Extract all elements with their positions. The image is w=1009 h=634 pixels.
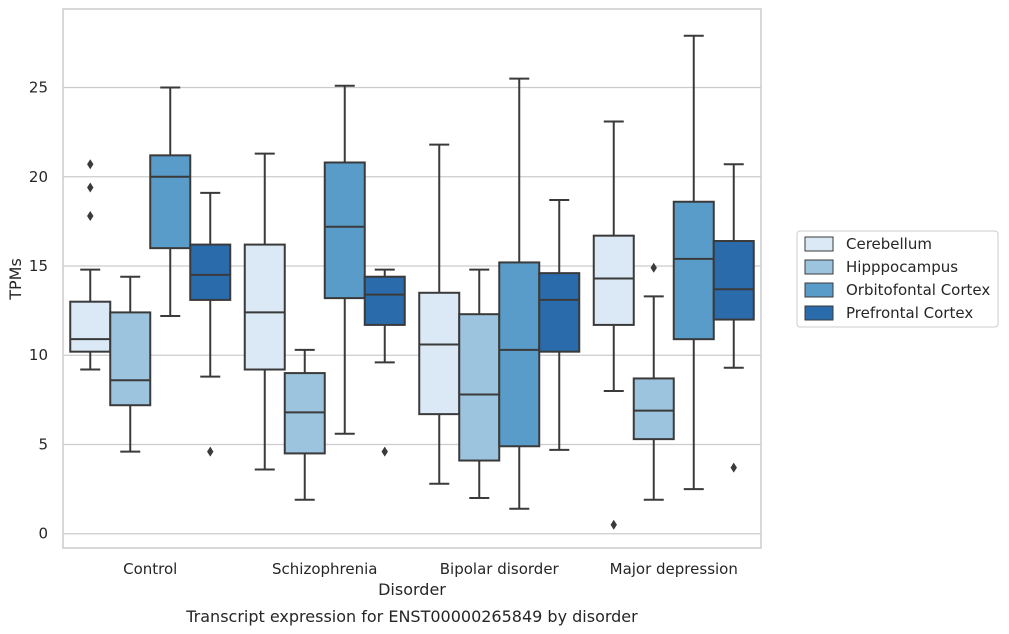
legend-label: Prefrontal Cortex: [846, 304, 973, 322]
box-orbitofontal-cortex: [498, 77, 541, 510]
legend: Cerebellum Hipppocampus Orbitofontal Corte…: [796, 230, 999, 328]
x-axis-label: Disorder: [378, 580, 446, 599]
box-orbitofontal-cortex: [323, 84, 366, 435]
box-hipppocampus: [283, 348, 326, 501]
chart-caption: Transcript expression for ENST0000026584…: [185, 607, 638, 626]
box-iqr: [672, 200, 715, 341]
box-hipppocampus: [109, 275, 152, 453]
legend-swatch: [804, 259, 834, 275]
box-iqr: [109, 311, 152, 407]
box-cerebellum: [592, 120, 635, 530]
box-prefrontal-cortex: [363, 268, 406, 457]
box-cerebellum: [418, 143, 461, 485]
box-hipppocampus: [632, 262, 675, 501]
y-tick-labels: 0 5 10 15 20 25: [29, 79, 48, 543]
y-tick-label: 15: [29, 257, 48, 275]
y-axis-label: TPMs: [6, 258, 25, 301]
outlier-point: [650, 262, 657, 273]
legend-label: Cerebellum: [846, 235, 932, 253]
box-cerebellum: [243, 152, 286, 471]
box-iqr: [592, 234, 635, 326]
box-prefrontal-cortex: [189, 191, 232, 457]
x-tick-label: Schizophrenia: [272, 560, 377, 578]
plot-frame: [62, 8, 762, 549]
box-orbitofontal-cortex: [149, 86, 192, 317]
box-iqr: [323, 161, 366, 300]
x-tick-label: Major depression: [610, 560, 738, 578]
legend-swatch: [804, 282, 834, 298]
box-iqr: [243, 243, 286, 371]
box-plot-marks: [69, 34, 755, 530]
y-tick-label: 5: [38, 435, 48, 453]
y-tick-label: 25: [29, 79, 48, 97]
outlier-point: [207, 446, 214, 457]
legend-label: Orbitofontal Cortex: [846, 281, 990, 299]
outlier-point: [87, 159, 94, 170]
y-tick-label: 0: [38, 525, 48, 543]
y-tick-label: 10: [29, 346, 48, 364]
box-iqr: [69, 300, 112, 353]
x-tick-label: Control: [123, 560, 177, 578]
legend-swatch: [804, 305, 834, 321]
box-iqr: [632, 377, 675, 441]
x-tick-label: Bipolar disorder: [440, 560, 560, 578]
box-orbitofontal-cortex: [672, 34, 715, 491]
box-iqr: [458, 313, 501, 462]
outlier-point: [730, 462, 737, 473]
box-prefrontal-cortex: [538, 198, 581, 451]
legend-label: Hipppocampus: [846, 258, 958, 276]
box-prefrontal-cortex: [712, 163, 755, 473]
box-iqr: [189, 243, 232, 301]
box-iqr: [418, 291, 461, 416]
box-hipppocampus: [458, 268, 501, 500]
outlier-point: [381, 446, 388, 457]
x-tick-labels: Control Schizophrenia Bipolar disorder Majo…: [123, 560, 738, 578]
box-iqr: [538, 272, 581, 353]
box-iqr: [498, 261, 541, 448]
legend-frame: [796, 230, 999, 328]
box-iqr: [363, 275, 406, 326]
outlier-point: [87, 182, 94, 193]
legend-swatch: [804, 236, 834, 252]
box-iqr: [712, 240, 755, 321]
box-iqr: [149, 154, 192, 250]
y-tick-label: 20: [29, 168, 48, 186]
outlier-point: [87, 211, 94, 222]
box-cerebellum: [69, 159, 112, 371]
outlier-point: [610, 519, 617, 530]
